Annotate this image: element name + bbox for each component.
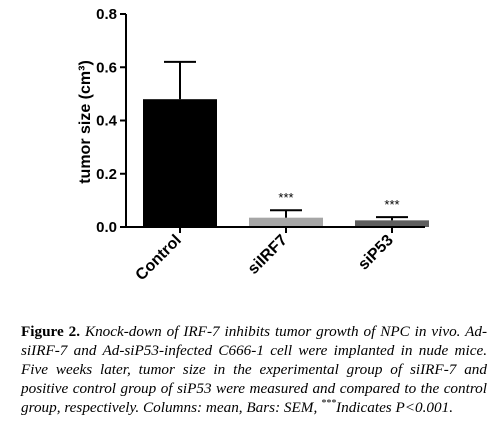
bar-Control [143,99,217,227]
bars-layer: *** *** [143,60,429,227]
y-tick-label-4: 0.8 [96,6,117,23]
x-tick-label-siIRF7: siIRF7 [245,232,291,278]
y-tick-label-0: 0.0 [96,219,117,236]
caption-label: Figure 2. [21,323,81,340]
caption-tail: Indicates P<0.001. [336,399,454,416]
significance-label-siIRF7: *** [278,190,293,205]
bar-siIRF7 [249,217,323,227]
y-axis-title: tumor size (cm³) [77,60,94,184]
x-tick-label-siP53: siP53 [355,232,397,274]
y-tick-label-1: 0.2 [96,166,117,183]
bar-chart: *** *** 0.0 0.2 0.4 0.6 0.8 Control siIRF7 siP53… [77,6,429,284]
caption-significance-marker: *** [321,397,337,409]
figure-caption: Figure 2. Knock-down of IRF-7 inhibits t… [21,322,487,417]
significance-label-siP53: *** [384,197,399,212]
x-tick-label-Control: Control [133,232,185,284]
y-tick-label-2: 0.4 [96,113,118,130]
bar-siP53 [355,220,429,227]
caption-text: Knock-down of IRF-7 inhibits tumor growt… [21,323,488,416]
y-tick-label-3: 0.6 [96,59,117,76]
